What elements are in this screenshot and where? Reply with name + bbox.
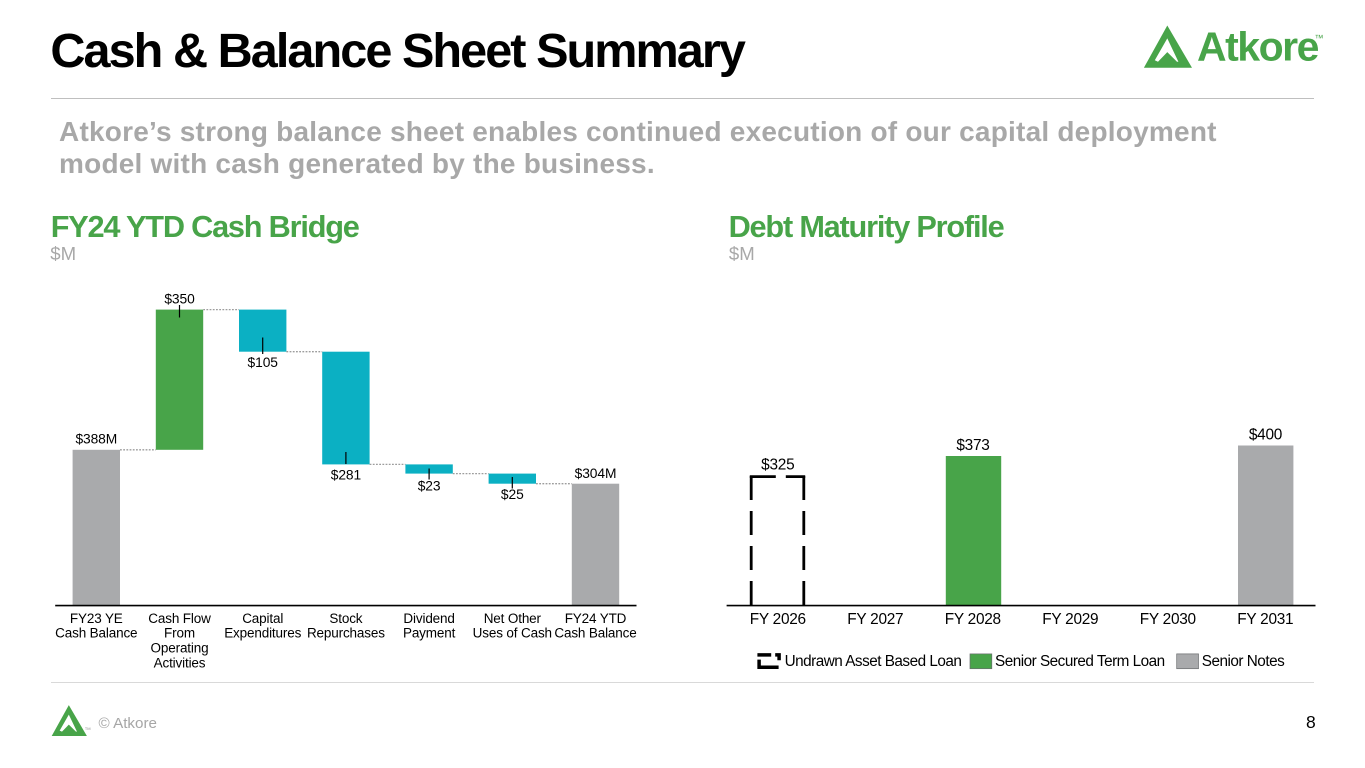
svg-text:Capital: Capital — [242, 611, 283, 626]
svg-text:Net Other: Net Other — [484, 611, 542, 626]
svg-text:Uses of Cash: Uses of Cash — [473, 626, 552, 641]
svg-text:$304M: $304M — [575, 466, 617, 481]
svg-text:Undrawn Asset Based Loan: Undrawn Asset Based Loan — [785, 653, 962, 670]
svg-text:$400: $400 — [1249, 427, 1282, 444]
svg-text:$281: $281 — [331, 468, 361, 483]
svg-text:$388M: $388M — [75, 432, 117, 447]
svg-text:FY24 YTD: FY24 YTD — [565, 611, 627, 626]
svg-text:Operating: Operating — [151, 641, 209, 656]
svg-text:Cash Balance: Cash Balance — [554, 626, 636, 641]
svg-text:$325: $325 — [761, 456, 794, 473]
svg-text:Expenditures: Expenditures — [224, 626, 301, 641]
svg-text:™: ™ — [1315, 33, 1324, 43]
svg-text:Senior Secured Term Loan: Senior Secured Term Loan — [995, 653, 1165, 670]
svg-text:FY 2028: FY 2028 — [945, 611, 1001, 628]
svg-text:Cash Flow: Cash Flow — [148, 611, 211, 626]
svg-text:FY 2030: FY 2030 — [1140, 611, 1196, 628]
svg-text:Dividend: Dividend — [403, 611, 454, 626]
svg-text:$373: $373 — [956, 437, 989, 454]
svg-text:Payment: Payment — [403, 626, 456, 641]
svg-text:FY 2027: FY 2027 — [847, 611, 903, 628]
svg-text:Activities: Activities — [154, 656, 206, 671]
svg-text:$25: $25 — [501, 487, 524, 502]
svg-text:Cash Balance: Cash Balance — [55, 626, 137, 641]
svg-text:$105: $105 — [248, 355, 279, 370]
svg-text:$23: $23 — [418, 478, 441, 493]
svg-text:Stock: Stock — [329, 611, 362, 626]
svg-text:Repurchases: Repurchases — [307, 626, 385, 641]
svg-text:Atkore: Atkore — [1197, 24, 1319, 70]
svg-text:FY23 YE: FY23 YE — [70, 611, 123, 626]
svg-text:FY 2031: FY 2031 — [1237, 611, 1293, 628]
svg-text:Senior Notes: Senior Notes — [1202, 653, 1285, 670]
svg-text:FY 2026: FY 2026 — [750, 611, 806, 628]
svg-text:$350: $350 — [164, 292, 195, 307]
svg-text:FY 2029: FY 2029 — [1042, 611, 1098, 628]
svg-text:From: From — [164, 626, 195, 641]
